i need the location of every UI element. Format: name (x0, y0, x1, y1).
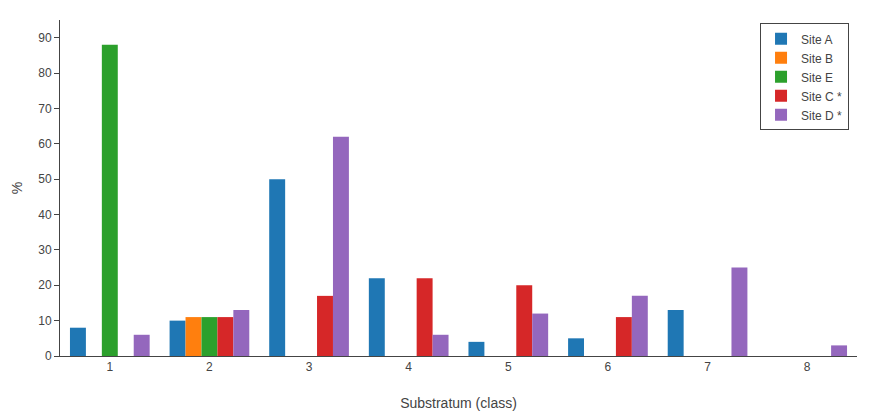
svg-text:8: 8 (804, 360, 811, 374)
svg-text:1: 1 (106, 360, 113, 374)
svg-text:20: 20 (38, 278, 52, 292)
svg-text:2: 2 (206, 360, 213, 374)
svg-text:40: 40 (38, 208, 52, 222)
svg-text:7: 7 (704, 360, 711, 374)
svg-text:Site D *: Site D * (801, 109, 842, 123)
svg-text:30: 30 (38, 243, 52, 257)
svg-text:10: 10 (38, 314, 52, 328)
svg-text:%: % (9, 182, 25, 194)
svg-text:60: 60 (38, 137, 52, 151)
svg-text:80: 80 (38, 66, 52, 80)
svg-text:4: 4 (405, 360, 412, 374)
svg-text:Substratum (class): Substratum (class) (400, 395, 517, 411)
svg-text:Site A: Site A (801, 33, 832, 47)
svg-text:Site C *: Site C * (801, 90, 842, 104)
svg-text:3: 3 (306, 360, 313, 374)
svg-text:Site B: Site B (801, 52, 833, 66)
svg-text:50: 50 (38, 172, 52, 186)
svg-text:90: 90 (38, 31, 52, 45)
svg-text:70: 70 (38, 102, 52, 116)
svg-text:5: 5 (505, 360, 512, 374)
svg-text:Site E: Site E (801, 71, 833, 85)
svg-text:0: 0 (45, 349, 52, 363)
svg-text:6: 6 (605, 360, 612, 374)
